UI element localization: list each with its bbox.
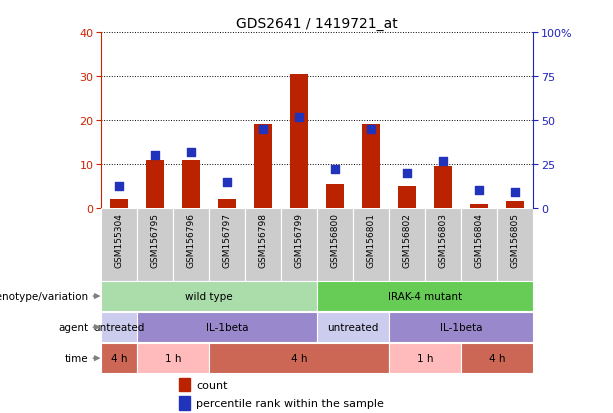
FancyBboxPatch shape (281, 209, 318, 281)
Bar (470, 204, 489, 209)
FancyBboxPatch shape (101, 282, 318, 311)
Text: GSM156802: GSM156802 (403, 212, 412, 267)
Bar (398, 187, 416, 209)
FancyBboxPatch shape (173, 209, 209, 281)
Text: IL-1beta: IL-1beta (206, 322, 248, 332)
Bar (146, 160, 164, 209)
Point (150, 152, 160, 159)
Text: agent: agent (58, 322, 88, 332)
Text: GSM156799: GSM156799 (295, 212, 303, 267)
Text: time: time (64, 353, 88, 363)
FancyBboxPatch shape (318, 313, 389, 342)
Bar (290, 75, 308, 209)
Text: untreated: untreated (327, 322, 379, 332)
Text: count: count (196, 380, 227, 390)
Text: wild type: wild type (185, 291, 233, 301)
Text: 4 h: 4 h (111, 353, 128, 363)
Text: GSM156796: GSM156796 (187, 212, 196, 267)
Bar (506, 202, 524, 209)
FancyBboxPatch shape (101, 344, 137, 373)
Point (186, 149, 196, 156)
Text: GSM156805: GSM156805 (511, 212, 520, 267)
Point (367, 126, 376, 133)
FancyBboxPatch shape (461, 209, 497, 281)
Text: GSM156803: GSM156803 (439, 212, 447, 267)
FancyBboxPatch shape (461, 344, 533, 373)
Bar (434, 167, 452, 209)
Text: GSM156801: GSM156801 (367, 212, 376, 267)
FancyBboxPatch shape (209, 344, 389, 373)
FancyBboxPatch shape (497, 209, 533, 281)
Text: 4 h: 4 h (489, 353, 506, 363)
Text: untreated: untreated (93, 322, 145, 332)
FancyBboxPatch shape (318, 209, 353, 281)
Bar (179, 396, 190, 410)
Text: IL-1beta: IL-1beta (440, 322, 482, 332)
Point (438, 158, 448, 164)
Point (223, 179, 232, 185)
Text: genotype/variation: genotype/variation (0, 291, 88, 301)
Point (330, 167, 340, 173)
Point (258, 126, 268, 133)
Text: GSM156800: GSM156800 (331, 212, 340, 267)
FancyBboxPatch shape (137, 209, 173, 281)
FancyBboxPatch shape (101, 313, 137, 342)
Bar (218, 200, 236, 209)
Text: GSM156797: GSM156797 (223, 212, 232, 267)
FancyBboxPatch shape (101, 209, 137, 281)
Point (474, 188, 484, 195)
Title: GDS2641 / 1419721_at: GDS2641 / 1419721_at (237, 17, 398, 31)
FancyBboxPatch shape (209, 209, 245, 281)
FancyBboxPatch shape (353, 209, 389, 281)
Text: 1 h: 1 h (165, 353, 181, 363)
FancyBboxPatch shape (425, 209, 461, 281)
Point (511, 190, 520, 196)
FancyBboxPatch shape (389, 209, 425, 281)
Text: GSM156795: GSM156795 (151, 212, 159, 267)
FancyBboxPatch shape (137, 313, 318, 342)
Text: 4 h: 4 h (291, 353, 308, 363)
FancyBboxPatch shape (318, 282, 533, 311)
Bar (254, 125, 272, 209)
Text: GSM156798: GSM156798 (259, 212, 268, 267)
Text: percentile rank within the sample: percentile rank within the sample (196, 398, 384, 408)
FancyBboxPatch shape (137, 344, 209, 373)
Text: 1 h: 1 h (417, 353, 433, 363)
Bar (182, 160, 200, 209)
Bar (362, 125, 380, 209)
FancyBboxPatch shape (389, 313, 533, 342)
Point (402, 170, 412, 177)
Text: GSM155304: GSM155304 (115, 212, 124, 267)
FancyBboxPatch shape (245, 209, 281, 281)
Bar (110, 200, 128, 209)
Bar (326, 185, 345, 209)
Point (114, 183, 124, 190)
Text: GSM156804: GSM156804 (475, 212, 484, 267)
Text: IRAK-4 mutant: IRAK-4 mutant (388, 291, 462, 301)
Bar (179, 377, 190, 392)
FancyBboxPatch shape (389, 344, 461, 373)
Point (294, 114, 304, 121)
